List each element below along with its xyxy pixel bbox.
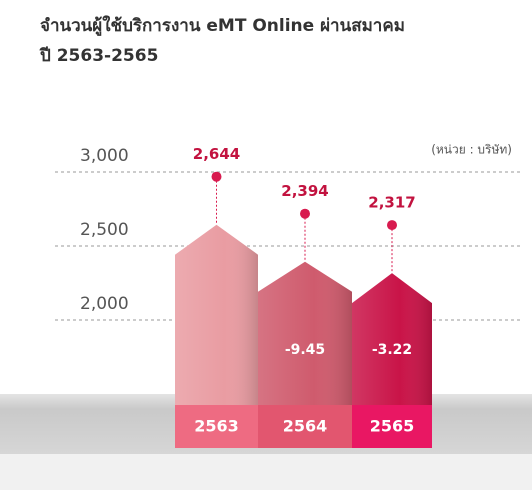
chart-subtitle: ปี 2563-2565 — [39, 45, 158, 66]
change-label: -3.22 — [372, 342, 412, 358]
y-tick-label: 3,000 — [80, 146, 129, 166]
x-tick-label: 2563 — [194, 417, 239, 436]
unit-label: (หน่วย : บริษัท) — [431, 143, 512, 157]
value-label: 2,644 — [193, 145, 240, 163]
floor — [0, 454, 532, 490]
bar-shade — [352, 273, 432, 405]
x-tick-label: 2565 — [370, 417, 415, 436]
value-label: 2,317 — [368, 194, 415, 212]
value-dot — [300, 208, 310, 219]
chart-title: จำนวนผู้ใช้บริการงาน eMT Online ผ่านสมาค… — [40, 15, 405, 37]
value-label: 2,394 — [281, 182, 328, 200]
category-box — [352, 405, 432, 448]
value-dot — [211, 171, 222, 182]
x-tick-label: 2564 — [283, 417, 328, 436]
change-label: -9.45 — [285, 342, 325, 358]
value-dot — [387, 220, 397, 231]
category-box — [258, 405, 352, 448]
bar-shade — [175, 224, 258, 405]
category-box — [175, 405, 258, 448]
y-tick-label: 2,000 — [80, 294, 129, 314]
y-tick-label: 2,500 — [80, 220, 129, 240]
bar-shade — [258, 261, 352, 405]
